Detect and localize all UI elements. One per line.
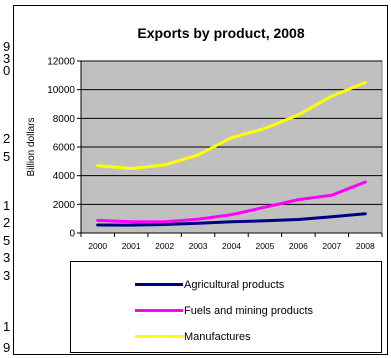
series-line <box>96 212 367 227</box>
x-tick-label: 2008 <box>356 241 375 251</box>
x-tick-label: 2003 <box>189 241 208 251</box>
left-edge-fragment: 3 <box>3 268 11 283</box>
left-edge-fragment: 5 <box>3 233 11 248</box>
legend-swatch-fuels <box>135 309 183 312</box>
left-edge-fragment: 2 <box>3 131 11 146</box>
x-tick-label: 2002 <box>155 241 174 251</box>
x-axis-ticks: 2000 2001 2002 2003 2004 2005 2006 2007 2008 <box>80 233 383 251</box>
x-tick-label: 2000 <box>88 241 107 251</box>
y-tick-label: 6000 <box>53 143 76 154</box>
x-tick-label: 2006 <box>289 241 308 251</box>
left-edge-fragment: 3 <box>3 51 11 66</box>
legend-swatch-manufactures <box>135 335 183 338</box>
left-edge-fragment: 2 <box>3 215 11 230</box>
left-edge-fragment: 5 <box>3 149 11 164</box>
y-axis-label: Billion dollars <box>26 118 37 177</box>
y-tick-label: 8000 <box>53 114 76 125</box>
y-tick-label: 2000 <box>53 200 76 211</box>
chart-title: Exports by product, 2008 <box>137 25 304 41</box>
y-tick-label: 10000 <box>47 85 75 96</box>
left-edge-fragment: 1 <box>3 319 11 334</box>
left-edge-fragment: 3 <box>3 250 11 265</box>
x-tick-label: 2001 <box>122 241 141 251</box>
left-edge-fragment: 9 <box>3 340 11 355</box>
legend-label: Fuels and mining products <box>184 305 314 317</box>
legend-label: Manufactures <box>184 331 251 343</box>
x-tick-label: 2004 <box>222 241 241 251</box>
left-edge-cropped-text: 9 3 0 2 5 1 2 5 3 3 1 9 <box>0 0 14 358</box>
legend-label: Agricultural products <box>184 279 285 291</box>
left-edge-fragment: 9 <box>3 39 11 54</box>
x-tick-label: 2005 <box>255 241 274 251</box>
y-tick-label: 4000 <box>53 171 76 182</box>
series-line <box>96 180 367 224</box>
legend-item: Manufactures <box>71 329 381 345</box>
left-edge-fragment: 1 <box>3 198 11 213</box>
gridlines: 0 2000 4000 6000 8000 10000 12000 <box>47 57 382 240</box>
series-line <box>96 81 367 170</box>
legend-swatch-agricultural <box>135 283 183 286</box>
chart-legend: Agricultural products Fuels and mining p… <box>70 261 382 353</box>
left-edge-fragment: 0 <box>3 63 11 78</box>
y-tick-label: 12000 <box>47 57 75 68</box>
legend-item: Agricultural products <box>71 277 381 293</box>
x-tick-label: 2007 <box>322 241 341 251</box>
y-tick-label: 0 <box>69 229 75 240</box>
legend-item: Fuels and mining products <box>71 303 381 319</box>
